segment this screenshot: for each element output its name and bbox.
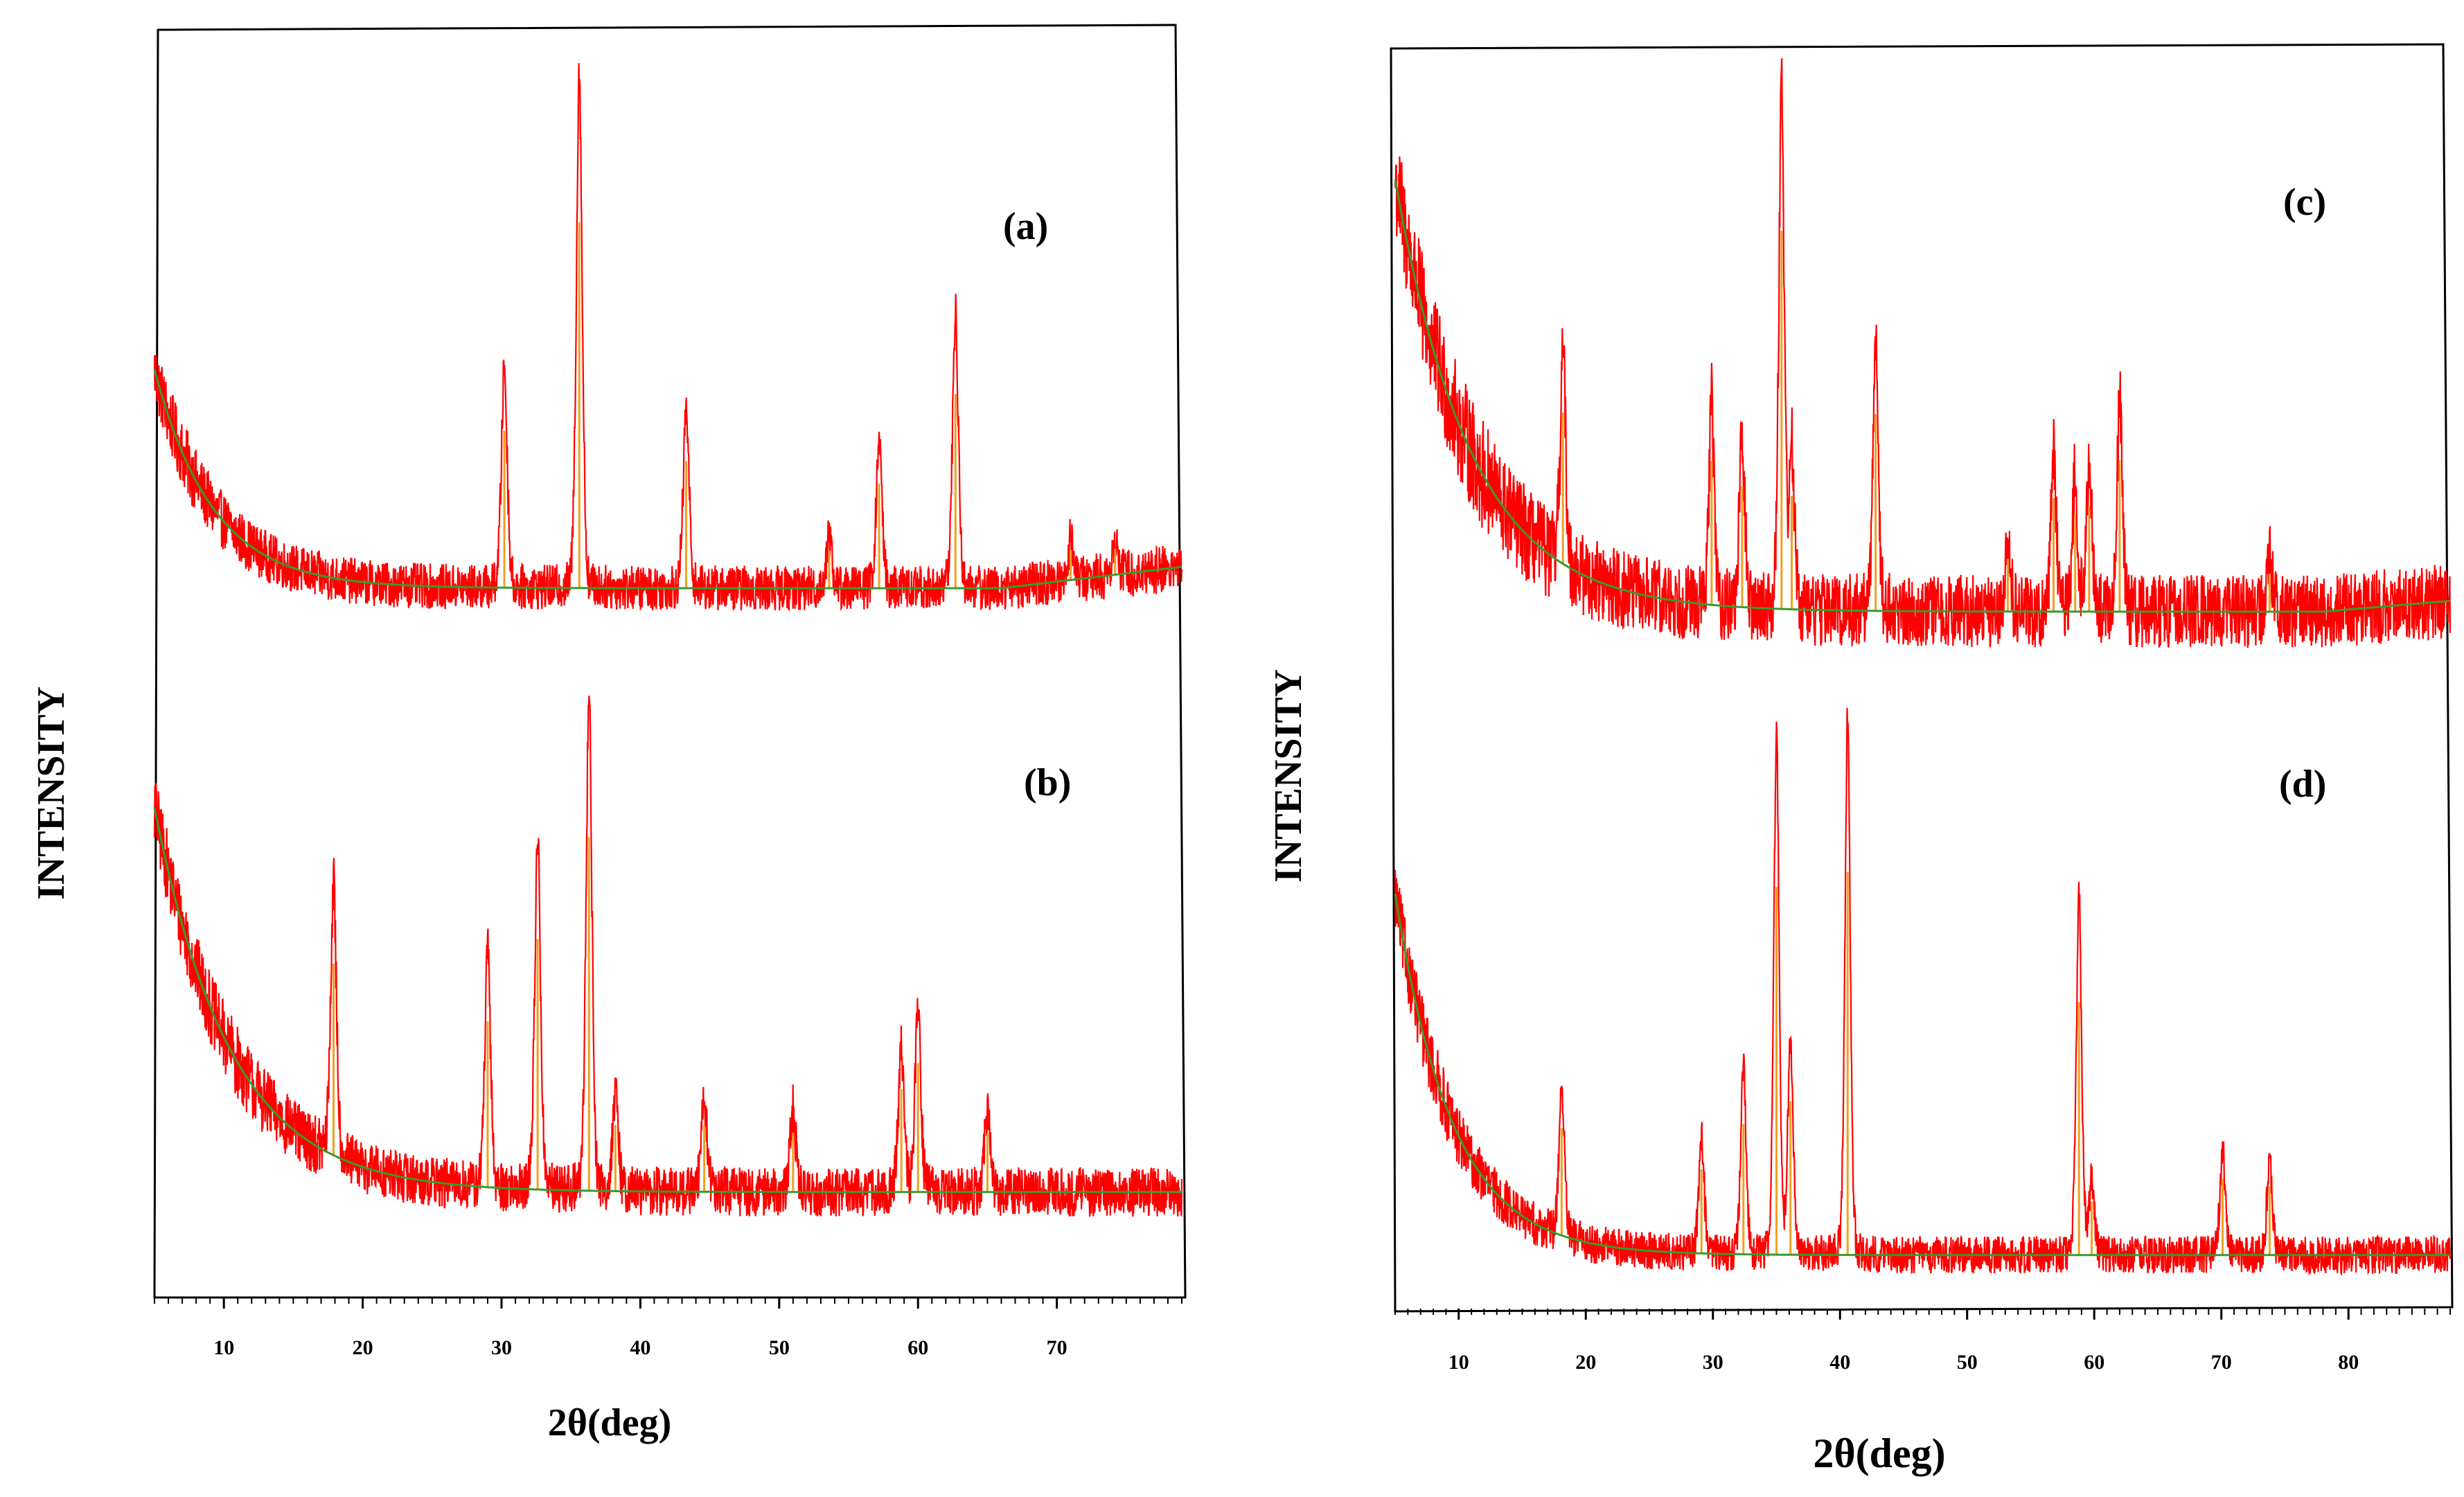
pattern-c xyxy=(1394,58,2452,648)
background-fit-line xyxy=(1394,179,2451,613)
left-plot-frame xyxy=(153,24,1187,1299)
x-axes: 10 20 30 40 50 60 70 10 20 30 40 50 60 70 80 xyxy=(154,1297,2451,1374)
left-x-axis: 10 20 30 40 50 60 70 xyxy=(154,1297,1182,1359)
panel-label-a: (a) xyxy=(1003,205,1048,248)
panel-label-b: (b) xyxy=(1024,761,1071,804)
background-fit-line xyxy=(153,807,1182,1194)
background-fit-line xyxy=(1394,894,2450,1257)
pattern-a xyxy=(153,63,1183,612)
x-tick-label: 70 xyxy=(1047,1336,1067,1359)
x-tick-label: 30 xyxy=(1703,1351,1723,1374)
x-tick-label: 80 xyxy=(2338,1351,2359,1374)
x-tick-label: 70 xyxy=(2211,1351,2232,1374)
x-tick-label: 10 xyxy=(213,1336,234,1359)
pattern-b xyxy=(153,696,1183,1217)
panel-label-c: (c) xyxy=(2283,181,2326,224)
measured-trace xyxy=(153,696,1183,1217)
x-tick-label: 60 xyxy=(2084,1351,2104,1374)
right-plot-frame xyxy=(1390,43,2454,1313)
measured-trace xyxy=(1394,707,2452,1277)
x-tick-label: 40 xyxy=(630,1336,650,1359)
x-tick-label: 30 xyxy=(491,1336,512,1359)
diffraction-patterns xyxy=(153,58,2452,1277)
panel-label-d: (d) xyxy=(2279,763,2326,806)
measured-trace xyxy=(153,63,1183,612)
x-tick-label: 50 xyxy=(769,1336,790,1359)
measured-trace xyxy=(1394,58,2452,648)
x-tick-label: 10 xyxy=(1448,1351,1469,1374)
right-x-axis-title: 2θ(deg) xyxy=(1813,1430,1945,1476)
right-y-axis-title: INTENSITY xyxy=(1267,669,1310,883)
x-tick-label: 40 xyxy=(1829,1351,1850,1374)
x-tick-label: 60 xyxy=(907,1336,928,1359)
x-tick-label: 20 xyxy=(353,1336,373,1359)
pattern-d xyxy=(1394,707,2452,1277)
left-x-axis-title: 2θ(deg) xyxy=(548,1401,672,1444)
right-x-axis: 10 20 30 40 50 60 70 80 xyxy=(1394,1309,2451,1374)
left-y-axis-title: INTENSITY xyxy=(30,687,73,900)
background-fit-line xyxy=(153,369,1182,590)
x-tick-label: 20 xyxy=(1575,1351,1596,1374)
x-tick-label: 50 xyxy=(1957,1351,1978,1374)
